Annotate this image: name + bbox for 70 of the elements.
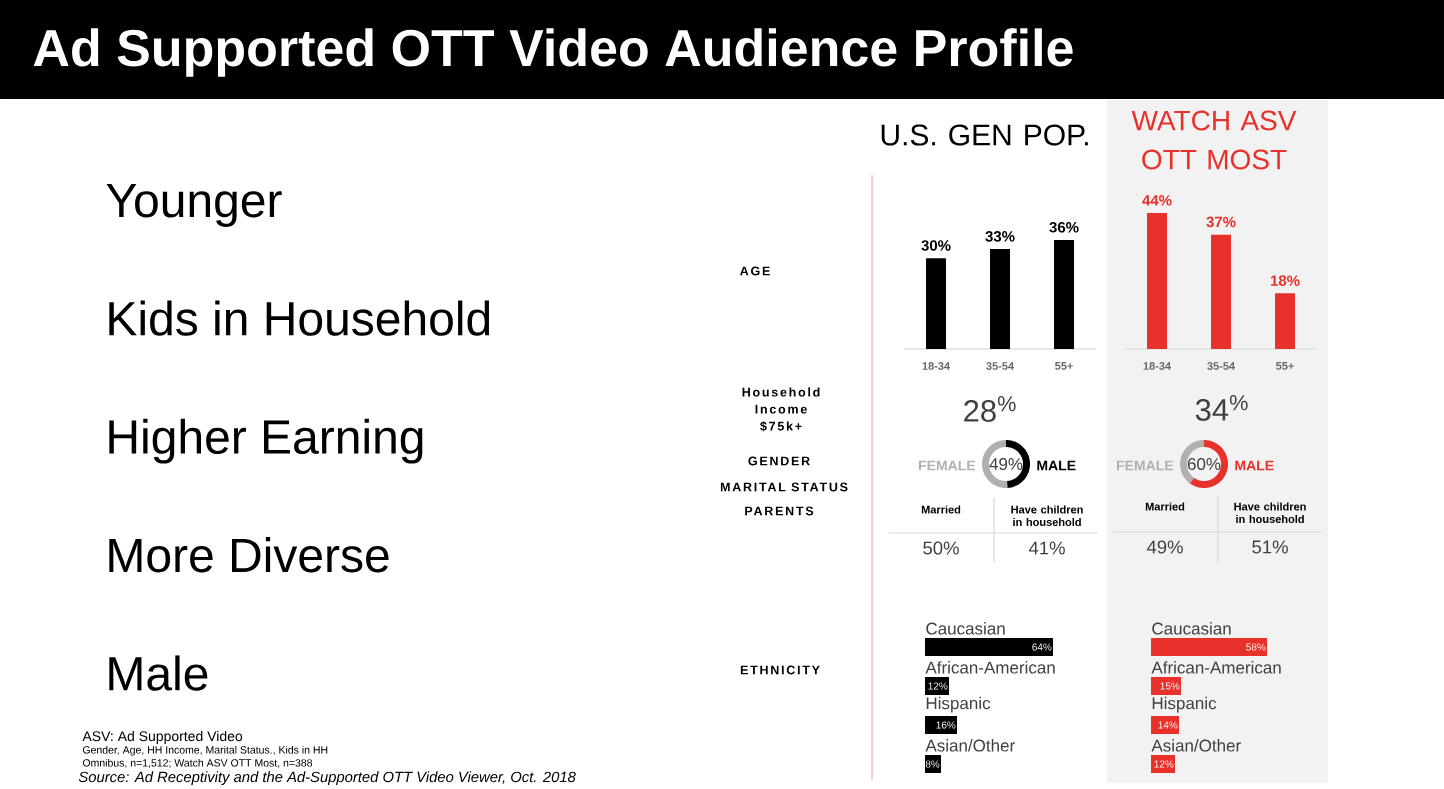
y-tick-label: Asian/Other (1151, 739, 1241, 752)
text: 60% (1187, 458, 1221, 471)
chart-title: WATCH ASV OTT MOST (1131, 110, 1297, 170)
data-label: 12% (928, 682, 948, 690)
chart-title: U.S. GEN POP. (881, 124, 1088, 146)
text: Kids in Household (109, 300, 490, 336)
slice-label: FEMALE (1117, 460, 1174, 471)
data-label: 64% (1032, 643, 1052, 651)
x-tick-label: 18-34 (1143, 362, 1172, 370)
data-label: 18% (1270, 275, 1300, 286)
category-label: Married (1145, 502, 1185, 511)
text: 50% (923, 541, 959, 555)
bar (925, 716, 958, 735)
x-tick-label: 35-54 (986, 362, 1015, 370)
text: 41% (1028, 541, 1065, 555)
data-label: 8% (925, 760, 940, 768)
y-tick-label: African-American (925, 661, 1055, 674)
slice-label: FEMALE (919, 460, 976, 471)
data-label: 15% (1160, 682, 1180, 690)
text: Gender, Age, HH Income, Marital Status., Kids in HH (82, 745, 328, 756)
data-label: 12% (1154, 760, 1174, 768)
text: 28$^{%}$ (964, 396, 1016, 422)
data-label: 44% (1142, 195, 1172, 206)
bar (925, 638, 1054, 657)
y-tick-label: Caucasian (926, 622, 1005, 635)
y-tick-label: Hispanic (1152, 696, 1217, 713)
text: PARENTS (745, 506, 814, 516)
text: ASV: Ad Supported Video (82, 730, 243, 744)
text: Younger (106, 183, 282, 227)
data-label: 33% (985, 231, 1015, 242)
text: 34$^{%}$ (1195, 395, 1248, 421)
x-tick-label: 55+ (1276, 362, 1294, 370)
bar (925, 755, 942, 774)
bar (1151, 638, 1268, 657)
y-tick-label: Hispanic (926, 696, 991, 713)
x-tick-label: 35-54 (1207, 362, 1236, 370)
category-label: Have children in household (1234, 502, 1306, 523)
text: Omnibus, n=1,512; Watch ASV OTT Most, n=388 (82, 758, 313, 768)
data-label: 16% (936, 721, 956, 729)
category-label: Have children in household (1011, 505, 1083, 526)
category-label: Married (921, 505, 961, 514)
y-tick-label: African-American (1151, 661, 1281, 674)
y-tick-label: Asian/Other (925, 739, 1015, 752)
text: Male (109, 655, 208, 691)
text: Higher Earning (109, 418, 423, 464)
data-label: 14% (1158, 721, 1178, 729)
y-tick-label: Caucasian (1152, 622, 1231, 635)
text: Ad Supported OTT Video Audience Profile (33, 28, 1073, 77)
text: MARITAL STATUS (720, 482, 848, 492)
source-note: Source: Ad Receptivity and the Ad-Supported OTT Video Viewer, Oct. 2018 (78, 771, 576, 786)
text: 51% (1252, 540, 1288, 554)
text: ETHNICITY (740, 665, 820, 675)
data-label: 36% (1049, 221, 1079, 233)
text: 49% (1146, 540, 1183, 554)
text: GENDER (748, 456, 810, 466)
slice-label: MALE (1037, 460, 1076, 471)
bar (1151, 755, 1176, 774)
data-label: 30% (921, 240, 951, 251)
bar (1151, 716, 1180, 735)
text: More Diverse (109, 537, 389, 573)
bar (925, 677, 950, 696)
bar (1151, 677, 1182, 696)
x-tick-label: 18-34 (922, 362, 951, 370)
data-label: 37% (1206, 216, 1236, 228)
x-tick-label: 55+ (1055, 362, 1073, 370)
text: 49% (989, 458, 1023, 471)
text: Household Income $75k+ (742, 387, 820, 432)
data-label: 58% (1246, 643, 1266, 651)
text: AGE (740, 266, 770, 276)
slice-label: MALE (1235, 460, 1274, 471)
